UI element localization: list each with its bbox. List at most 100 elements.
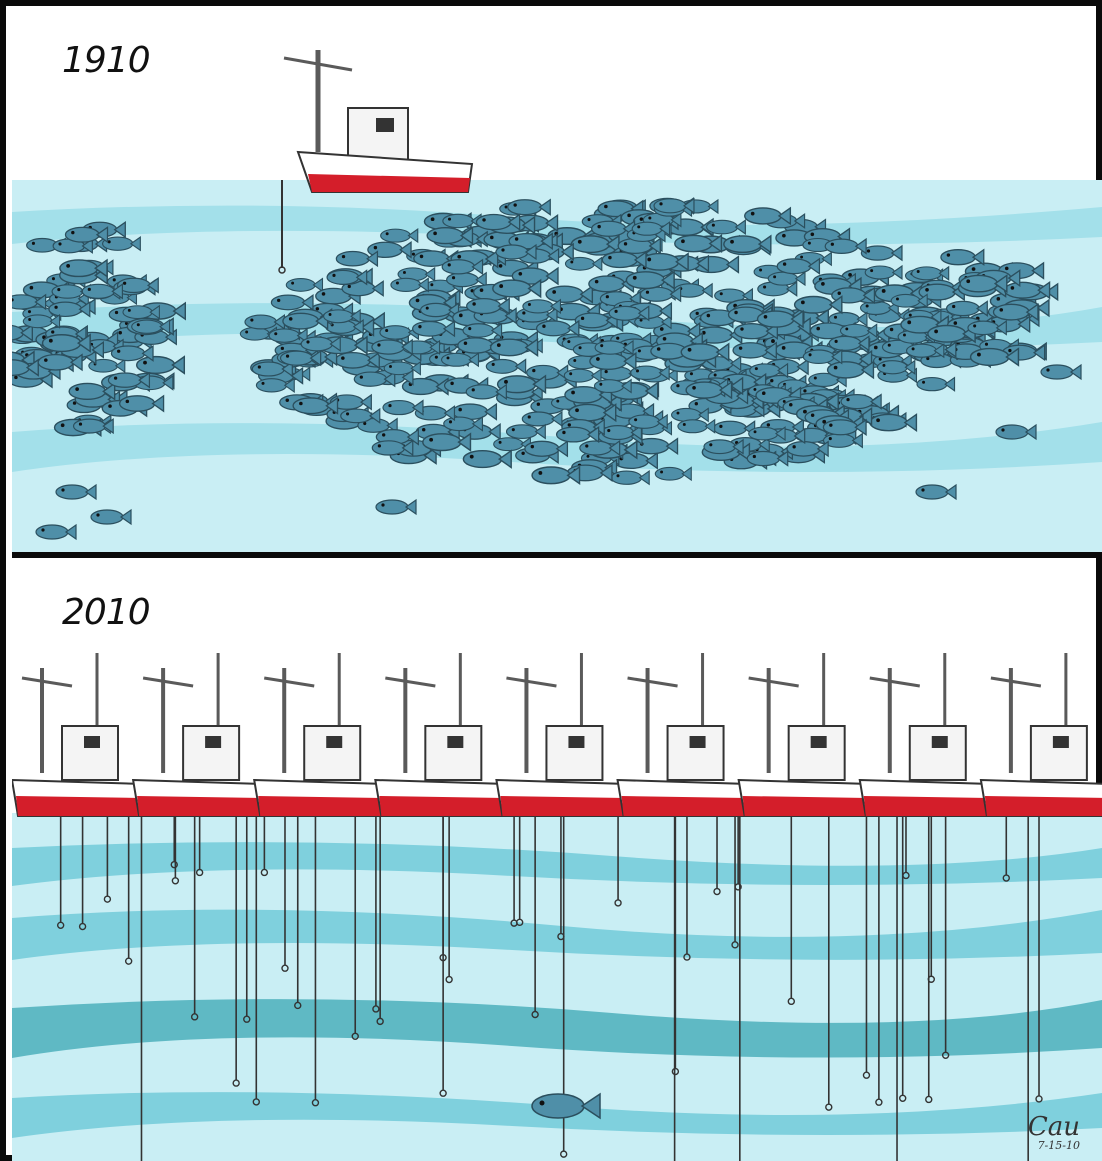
year-label-1910: 1910 [62, 40, 151, 81]
scene-1910 [12, 50, 1102, 552]
fish [654, 466, 692, 482]
fishing-line [372, 816, 380, 1013]
fleet-boat [616, 653, 750, 817]
fishing-line [311, 816, 320, 1107]
fishing-line [739, 816, 741, 1161]
fish [674, 234, 723, 254]
fishing-line [899, 816, 907, 1102]
fish [594, 339, 634, 356]
fish [555, 425, 600, 444]
fish [462, 449, 512, 469]
fish [492, 278, 542, 299]
fleet-boat [858, 653, 993, 817]
fleet-boat [12, 653, 145, 817]
panel-divider [12, 552, 1102, 558]
fish [969, 347, 1020, 367]
fish [12, 358, 39, 377]
fish [677, 418, 716, 434]
fish [270, 293, 314, 311]
fish [422, 432, 472, 452]
panel-1910: 1910 [12, 12, 1102, 552]
fishing-line [1002, 816, 1010, 882]
fish [860, 244, 903, 262]
fish [443, 415, 483, 432]
fish [916, 376, 956, 392]
fish [959, 274, 1008, 294]
fishing-line [56, 816, 65, 930]
fish [591, 220, 636, 238]
fish [489, 337, 539, 358]
fish [522, 298, 562, 314]
fishing-line [445, 816, 453, 984]
fish [375, 498, 417, 516]
fish [1040, 363, 1082, 381]
fish [723, 234, 772, 254]
fish [535, 319, 580, 337]
fishing-line [103, 816, 112, 903]
fish [55, 483, 97, 501]
fish [118, 394, 165, 413]
fish [382, 399, 424, 416]
fish [383, 360, 421, 376]
fish [869, 413, 918, 433]
fish [371, 338, 413, 356]
fleet-boat [495, 653, 629, 817]
fish [992, 303, 1039, 322]
fish [116, 277, 159, 294]
year-label-2010: 2010 [62, 592, 151, 633]
fishing-line [140, 816, 143, 1161]
fish [22, 313, 61, 329]
fish [380, 228, 419, 244]
fish [703, 438, 744, 455]
fish [379, 324, 420, 341]
fishing-line [252, 816, 260, 1106]
fish [628, 413, 668, 430]
fish [625, 270, 675, 290]
fish [608, 305, 650, 322]
fishing-line [195, 816, 204, 877]
fish [610, 469, 650, 486]
fish [390, 277, 429, 293]
fish [72, 417, 114, 435]
fish [786, 440, 829, 458]
fish [915, 483, 957, 501]
fishing-boat-1910 [278, 50, 474, 274]
fish [564, 256, 603, 272]
fish [507, 198, 551, 216]
fish [776, 257, 821, 275]
fishing-line [731, 816, 739, 949]
fish [685, 380, 733, 400]
fish [353, 370, 396, 388]
fish [748, 426, 786, 442]
fish [1003, 281, 1051, 300]
fish [285, 277, 324, 293]
fish [12, 293, 47, 311]
fish [744, 206, 792, 226]
fishing-line [171, 816, 180, 885]
signature-date: 7-15-10 [1037, 1139, 1080, 1152]
fish [466, 297, 510, 315]
fish [426, 226, 474, 245]
fish [371, 439, 414, 457]
fishing-line [531, 816, 539, 1019]
fish [967, 320, 1007, 336]
fishing-line [243, 816, 251, 1023]
fish [107, 371, 151, 389]
fish [323, 308, 361, 324]
fishing-line [925, 816, 933, 1104]
fish [334, 351, 380, 370]
fishing-lines [56, 816, 1043, 1161]
fishing-line [896, 816, 898, 1161]
fishing-line [1027, 816, 1029, 1161]
fish [579, 439, 621, 457]
fish [335, 250, 379, 268]
fishing-line [439, 816, 447, 962]
fish [52, 237, 93, 254]
fish [495, 243, 537, 261]
fishing-line [1035, 816, 1043, 1103]
fish [300, 335, 341, 352]
fleet-boat [253, 653, 387, 817]
fish [876, 359, 916, 375]
scene-2010 [12, 653, 1102, 1161]
